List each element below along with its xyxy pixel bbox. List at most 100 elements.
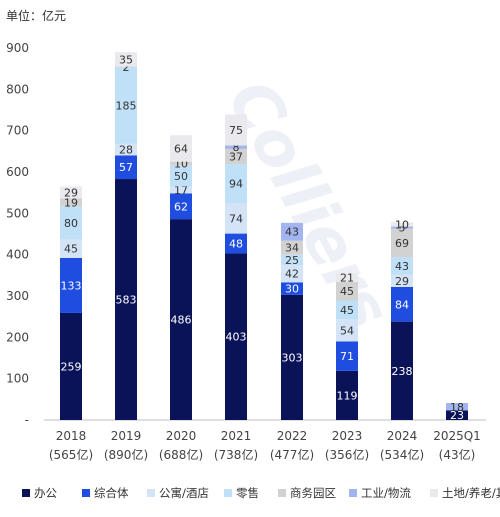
- data-label: 133: [61, 279, 82, 292]
- legend-label: 零售: [236, 486, 259, 500]
- bar-segment: [60, 312, 82, 420]
- data-label: 45: [340, 285, 354, 298]
- data-label: 29: [64, 186, 78, 199]
- bar-segment: [391, 226, 413, 229]
- x-tick-sublabel: (43亿): [439, 447, 476, 462]
- data-label: 19: [64, 196, 78, 209]
- data-label: 583: [116, 294, 137, 307]
- x-tick-label: 2024: [387, 429, 418, 443]
- data-label: 21: [340, 272, 354, 285]
- y-tick-label: 100: [6, 372, 29, 386]
- legend-label: 公寓/酒店: [159, 486, 209, 500]
- y-tick-label: 400: [6, 248, 29, 262]
- bar-segment: [336, 319, 358, 342]
- data-label: 28: [119, 144, 133, 157]
- x-tick-label: 2018: [56, 429, 87, 443]
- bar-segment: [60, 257, 82, 313]
- bar-segment: [225, 164, 247, 203]
- legend-swatch: [147, 489, 155, 497]
- y-tick-label: 700: [6, 124, 29, 138]
- data-label: 75: [229, 124, 243, 137]
- bar-segment: [281, 222, 303, 241]
- x-tick-sublabel: (688亿): [159, 447, 203, 462]
- bar-segment: [225, 253, 247, 420]
- data-label: 37: [229, 151, 243, 164]
- y-tick-label: 600: [6, 165, 29, 179]
- bar-segment: [281, 282, 303, 295]
- bar-segment: [170, 165, 192, 187]
- bar-segment: [115, 143, 137, 156]
- bar-segment: [60, 186, 82, 199]
- x-tick-sublabel: (738亿): [214, 447, 258, 462]
- legend-swatch: [349, 489, 357, 497]
- legend-swatch: [82, 489, 90, 497]
- data-label: 10: [395, 218, 409, 231]
- x-tick-label: 2021: [221, 429, 252, 443]
- data-label: 94: [229, 178, 243, 191]
- data-label: 403: [226, 331, 247, 344]
- data-label: 45: [340, 304, 354, 317]
- bar-segment: [225, 145, 247, 149]
- data-label: 57: [119, 161, 133, 174]
- bar-segment: [170, 186, 192, 194]
- legend-label: 综合体: [94, 486, 129, 500]
- bar-segment: [225, 114, 247, 146]
- bar-segment: [446, 410, 468, 420]
- bar-segment: [60, 206, 82, 240]
- bar-segment: [336, 281, 358, 301]
- data-label: 43: [395, 260, 409, 273]
- data-label: 185: [116, 100, 137, 113]
- bar-segment: [391, 286, 413, 322]
- bar-segment: [336, 273, 358, 282]
- data-label: 30: [285, 283, 299, 296]
- legend-label: 工业/物流: [361, 486, 411, 500]
- bar-segment: [391, 274, 413, 287]
- y-tick-label: 900: [6, 41, 29, 55]
- data-label: 25: [285, 254, 299, 267]
- bar-segment: [115, 155, 137, 180]
- bar-segment: [391, 321, 413, 420]
- bar-segment: [115, 179, 137, 420]
- bar-segment: [281, 265, 303, 283]
- bar-segment: [336, 300, 358, 320]
- y-tick-label: 500: [6, 206, 29, 220]
- unit-label: 单位：亿元: [6, 8, 66, 23]
- legend-swatch: [430, 489, 438, 497]
- data-label: 42: [285, 268, 299, 281]
- data-label: 48: [229, 238, 243, 251]
- data-label: 8: [233, 141, 240, 154]
- data-label: 62: [174, 200, 188, 213]
- bar-segment: [391, 257, 413, 275]
- data-label: 69: [395, 237, 409, 250]
- data-label: 35: [119, 53, 133, 66]
- data-label: 259: [61, 360, 82, 373]
- x-tick-label: 2025Q1: [433, 429, 481, 443]
- x-tick-label: 2022: [277, 429, 308, 443]
- legend-label: 办公: [34, 486, 57, 500]
- data-label: 486: [171, 314, 192, 327]
- x-tick-sublabel: (890亿): [104, 447, 148, 462]
- data-label: 43: [285, 226, 299, 239]
- bar-segment: [60, 239, 82, 258]
- bar-segment: [225, 233, 247, 254]
- data-label: 303: [282, 351, 303, 364]
- data-label: 84: [395, 298, 409, 311]
- data-label: 54: [340, 324, 354, 337]
- x-tick-sublabel: (477亿): [270, 447, 314, 462]
- bar-segment: [170, 193, 192, 220]
- data-label: 45: [64, 243, 78, 256]
- data-label: 64: [174, 142, 188, 155]
- x-tick-label: 2023: [332, 429, 363, 443]
- legend-swatch: [22, 489, 30, 497]
- data-label: 34: [285, 242, 299, 255]
- x-tick-sublabel: (534亿): [380, 447, 424, 462]
- bar-segment: [281, 240, 303, 255]
- bar-segment: [281, 294, 303, 420]
- data-label: 71: [340, 350, 354, 363]
- x-tick-label: 2020: [166, 429, 197, 443]
- x-tick-label: 2019: [111, 429, 142, 443]
- data-label: 17: [174, 184, 188, 197]
- data-label: 238: [392, 365, 413, 378]
